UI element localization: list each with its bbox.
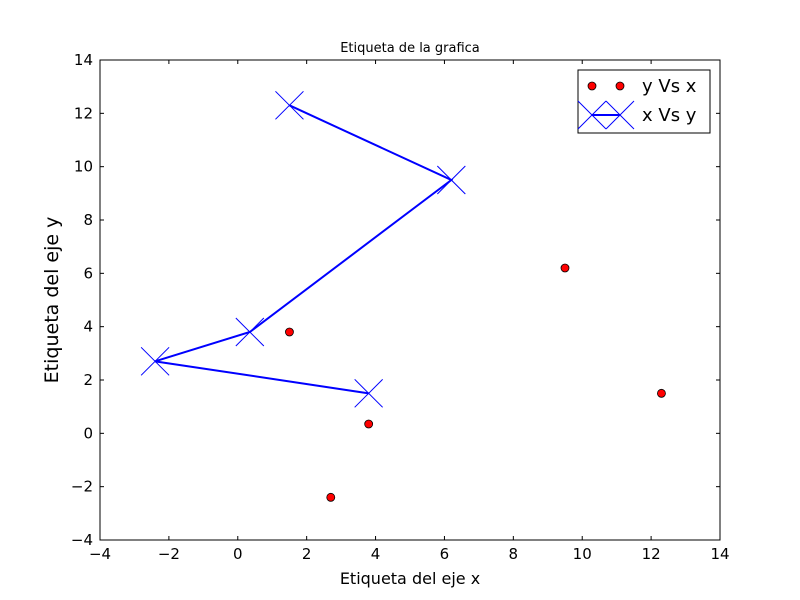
data-point-y-vs-x <box>657 388 666 398</box>
legend-marker-y-vs-x <box>587 81 597 91</box>
x-tick-label: −2 <box>158 545 180 563</box>
y-tick-label: −2 <box>71 478 93 496</box>
y-tick-label: 14 <box>74 51 93 69</box>
data-point-y-vs-x <box>285 327 294 337</box>
x-tick-label: 12 <box>642 545 661 563</box>
x-tick-label: −4 <box>89 545 111 563</box>
y-tick-label: 4 <box>83 318 93 336</box>
legend-marker-x-vs-y <box>577 100 607 130</box>
x-tick-label: 6 <box>440 545 450 563</box>
legend-marker-x-vs-y <box>605 100 635 130</box>
data-point-x-vs-y-stroke-b <box>436 165 466 195</box>
data-point-x-vs-y <box>235 317 265 347</box>
data-point-x-vs-y <box>354 378 384 408</box>
x-axis-label: Etiqueta del eje x <box>340 569 480 588</box>
x-tick-label: 4 <box>371 545 381 563</box>
y-tick-label: 6 <box>83 264 93 282</box>
y-tick-label: 2 <box>83 371 93 389</box>
legend-key-y-vs-x <box>587 81 625 91</box>
y-tick-label: 0 <box>83 424 93 442</box>
data-point-y-vs-x <box>326 492 336 502</box>
y-tick-label: 10 <box>74 158 93 176</box>
data-point-y-vs-x <box>560 263 570 273</box>
data-point-x-vs-y-stroke-b <box>235 317 265 347</box>
legend-label-x-vs-y: x Vs y <box>642 105 697 126</box>
legend-marker-x-vs-y-stroke-b <box>577 100 607 130</box>
y-tick-label: 8 <box>83 211 93 229</box>
axis-ticks: −4 −2 0 2 4 6 8 10 12 14 −4 −2 0 2 4 6 8 10 12 14 <box>71 51 730 563</box>
x-tick-label: 2 <box>302 545 312 563</box>
data-point-x-vs-y <box>275 90 304 120</box>
data-point-x-vs-y <box>436 165 466 195</box>
data-point-y-vs-x <box>364 419 374 429</box>
x-tick-label: 10 <box>573 545 592 563</box>
data-point-x-vs-y <box>140 346 170 376</box>
y-tick-label: 12 <box>74 104 93 122</box>
x-tick-label: 14 <box>710 545 729 563</box>
legend: y Vs x x Vs y <box>577 69 711 134</box>
y-tick-label: −4 <box>71 531 93 549</box>
plot-area-frame <box>99 59 721 541</box>
x-tick-label: 8 <box>509 545 519 563</box>
y-axis-label: Etiqueta del eje y <box>41 217 63 384</box>
x-tick-label: 0 <box>233 545 243 563</box>
legend-label-y-vs-x: y Vs x <box>642 76 697 97</box>
legend-marker-y-vs-x <box>615 81 625 91</box>
chart-title: Etiqueta de la grafica <box>340 41 480 56</box>
data-point-x-vs-y-stroke-b <box>140 346 170 376</box>
data-point-x-vs-y-stroke-b <box>275 90 304 120</box>
legend-key-x-vs-y <box>577 100 635 130</box>
legend-marker-x-vs-y-stroke-b <box>605 100 635 130</box>
plot-series <box>140 90 666 502</box>
data-point-x-vs-y-stroke-b <box>354 378 384 408</box>
